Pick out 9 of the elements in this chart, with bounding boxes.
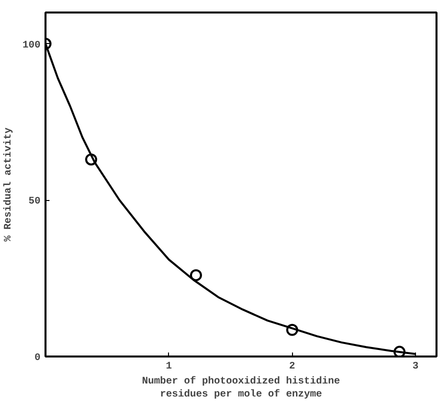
y-tick-label: 0: [34, 353, 41, 364]
x-tick-label: 2: [289, 362, 296, 372]
y-tick-label: 100: [22, 40, 41, 52]
y-tick-label: 50: [28, 196, 41, 208]
y-axis-title: % Residual activity: [2, 127, 14, 242]
x-tick-label: 3: [412, 362, 419, 372]
point: [190, 269, 202, 282]
x-tick-label: 1: [166, 362, 172, 372]
x-axis-title: Number of photooxidized histidine residues per mole of enzyme: [142, 376, 340, 401]
